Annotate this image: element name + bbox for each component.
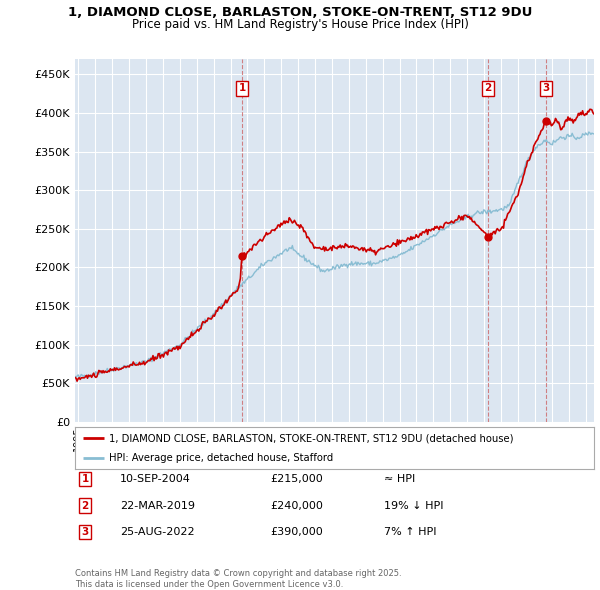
Text: Price paid vs. HM Land Registry's House Price Index (HPI): Price paid vs. HM Land Registry's House … — [131, 18, 469, 31]
Text: HPI: Average price, detached house, Stafford: HPI: Average price, detached house, Staf… — [109, 453, 333, 463]
Text: 19% ↓ HPI: 19% ↓ HPI — [384, 501, 443, 510]
Text: 2: 2 — [484, 83, 491, 93]
Text: 1: 1 — [239, 83, 246, 93]
Text: £240,000: £240,000 — [270, 501, 323, 510]
Text: 7% ↑ HPI: 7% ↑ HPI — [384, 527, 437, 537]
Text: 10-SEP-2004: 10-SEP-2004 — [120, 474, 191, 484]
Text: 1: 1 — [82, 474, 89, 484]
Text: 22-MAR-2019: 22-MAR-2019 — [120, 501, 195, 510]
Text: £390,000: £390,000 — [270, 527, 323, 537]
Text: ≈ HPI: ≈ HPI — [384, 474, 415, 484]
Text: Contains HM Land Registry data © Crown copyright and database right 2025.
This d: Contains HM Land Registry data © Crown c… — [75, 569, 401, 589]
Text: 2: 2 — [82, 501, 89, 510]
Text: 25-AUG-2022: 25-AUG-2022 — [120, 527, 194, 537]
Text: 3: 3 — [82, 527, 89, 537]
Text: 1, DIAMOND CLOSE, BARLASTON, STOKE-ON-TRENT, ST12 9DU: 1, DIAMOND CLOSE, BARLASTON, STOKE-ON-TR… — [68, 6, 532, 19]
Text: 1, DIAMOND CLOSE, BARLASTON, STOKE-ON-TRENT, ST12 9DU (detached house): 1, DIAMOND CLOSE, BARLASTON, STOKE-ON-TR… — [109, 433, 513, 443]
Text: 3: 3 — [542, 83, 550, 93]
Text: £215,000: £215,000 — [270, 474, 323, 484]
